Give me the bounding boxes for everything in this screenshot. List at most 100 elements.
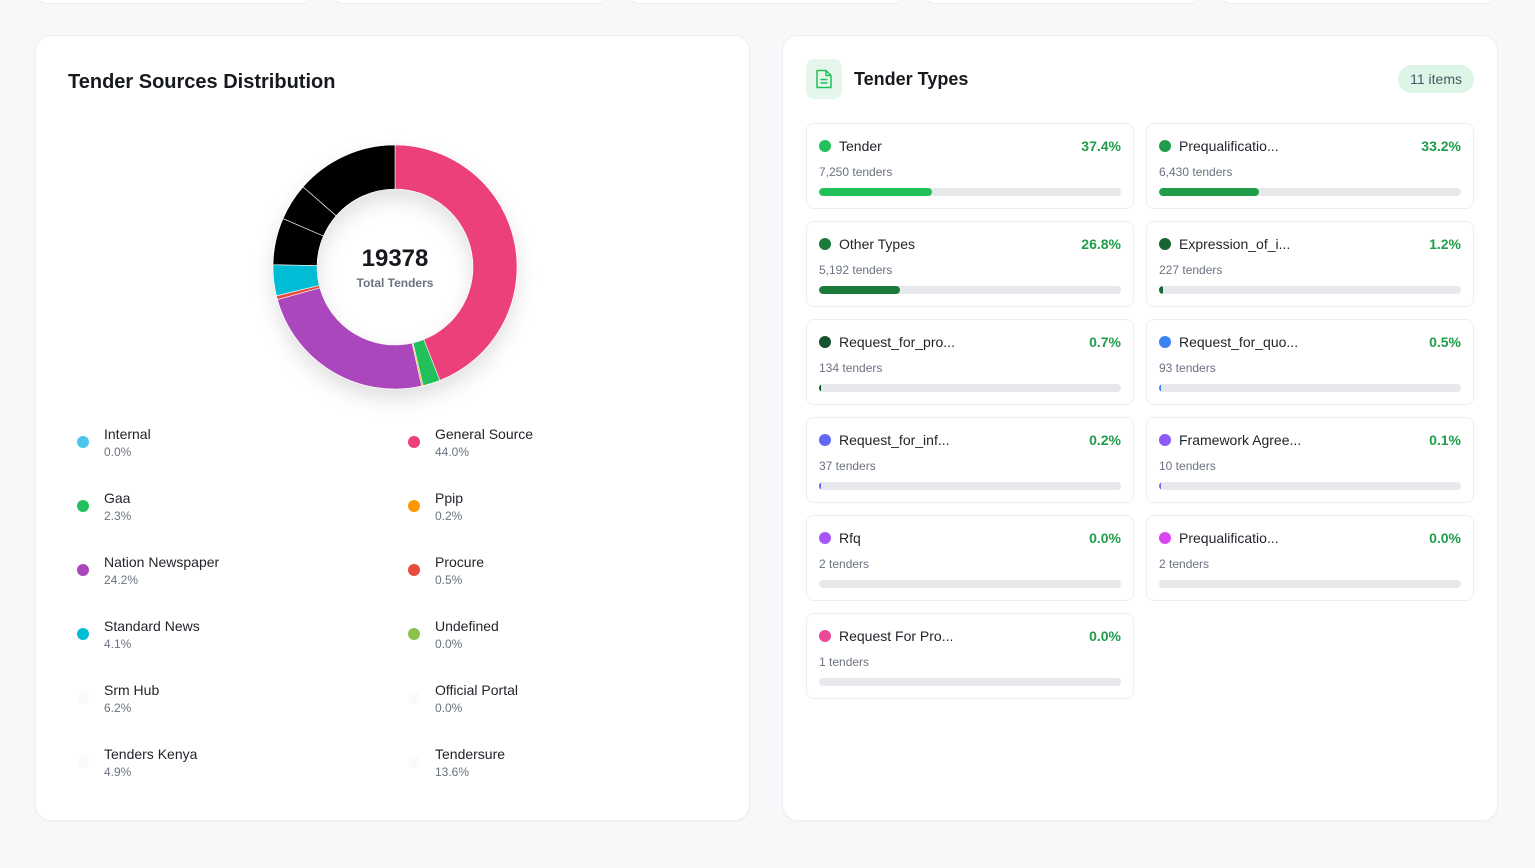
- type-progress-bar: [1159, 384, 1461, 392]
- type-progress-fill: [819, 188, 932, 196]
- donut-slice-general-source[interactable]: [394, 144, 518, 381]
- legend-percentage: 44.0%: [435, 445, 470, 459]
- type-color-dot: [1159, 238, 1171, 250]
- type-count: 37 tenders: [819, 459, 876, 473]
- legend-item[interactable]: Standard News 4.1%: [72, 616, 403, 680]
- type-progress-fill: [1159, 188, 1260, 196]
- type-color-dot: [1159, 532, 1171, 544]
- tender-type-card[interactable]: Request_for_pro... 0.7% 134 tenders: [806, 319, 1134, 405]
- type-count: 134 tenders: [819, 361, 883, 375]
- type-name: Tender: [839, 138, 882, 154]
- type-color-dot: [819, 630, 831, 642]
- legend-label: Srm Hub: [104, 682, 160, 698]
- type-progress-fill: [819, 482, 821, 490]
- tender-type-card[interactable]: Expression_of_i... 1.2% 227 tenders: [1146, 221, 1474, 307]
- donut-slice-tendersure[interactable]: [302, 144, 396, 217]
- legend-item[interactable]: Nation Newspaper 24.2%: [72, 552, 403, 616]
- legend-color-dot: [408, 692, 420, 704]
- legend-item[interactable]: Tendersure 13.6%: [403, 744, 732, 808]
- tender-type-card[interactable]: Prequalificatio... 33.2% 6,430 tenders: [1146, 123, 1474, 209]
- tender-type-card[interactable]: Rfq 0.0% 2 tenders: [806, 515, 1134, 601]
- legend-item[interactable]: General Source 44.0%: [403, 424, 732, 488]
- type-progress-fill: [1159, 286, 1163, 294]
- type-name: Framework Agree...: [1179, 432, 1302, 448]
- document-icon-svg: [816, 69, 832, 89]
- type-progress-bar: [819, 580, 1121, 588]
- type-count: 10 tenders: [1159, 459, 1216, 473]
- legend-item[interactable]: Undefined 0.0%: [403, 616, 732, 680]
- legend-percentage: 4.9%: [104, 765, 132, 779]
- type-name: Request For Pro...: [839, 628, 954, 644]
- legend-label: Procure: [435, 554, 485, 570]
- type-name: Prequalificatio...: [1179, 530, 1279, 546]
- type-progress-fill: [819, 384, 822, 392]
- legend-color-dot: [77, 756, 89, 768]
- type-color-dot: [819, 140, 831, 152]
- type-percentage: 26.8%: [1081, 236, 1121, 252]
- type-percentage: 37.4%: [1081, 138, 1121, 154]
- legend-color-dot: [77, 500, 89, 512]
- donut-center: 19378 Total Tenders: [250, 122, 540, 412]
- type-percentage: 0.0%: [1089, 530, 1121, 546]
- type-percentage: 0.5%: [1429, 334, 1461, 350]
- legend-percentage: 24.2%: [104, 573, 139, 587]
- type-color-dot: [819, 434, 831, 446]
- legend-percentage: 2.3%: [104, 509, 132, 523]
- document-icon: [806, 59, 842, 99]
- sources-legend: Internal 0.0% General Source 44.0% Gaa 2.3% Pp…: [72, 424, 732, 808]
- total-tenders-caption: Total Tenders: [356, 275, 434, 290]
- stat-card: [1219, 0, 1497, 4]
- type-color-dot: [819, 532, 831, 544]
- legend-item[interactable]: Srm Hub 6.2%: [72, 680, 403, 744]
- tender-type-card[interactable]: Other Types 26.8% 5,192 tenders: [806, 221, 1134, 307]
- type-count: 2 tenders: [819, 557, 870, 571]
- legend-item[interactable]: Official Portal 0.0%: [403, 680, 732, 744]
- type-progress-bar: [819, 286, 1121, 294]
- type-name: Prequalificatio...: [1179, 138, 1279, 154]
- legend-item[interactable]: Procure 0.5%: [403, 552, 732, 616]
- tender-type-card[interactable]: Tender 37.4% 7,250 tenders: [806, 123, 1134, 209]
- type-progress-fill: [1159, 384, 1161, 392]
- type-name: Other Types: [839, 236, 916, 252]
- type-name: Request_for_quo...: [1179, 334, 1299, 350]
- legend-color-dot: [408, 500, 420, 512]
- legend-percentage: 0.0%: [435, 701, 463, 715]
- type-progress-bar: [819, 384, 1121, 392]
- legend-color-dot: [77, 628, 89, 640]
- type-percentage: 0.2%: [1089, 432, 1121, 448]
- legend-percentage: 0.5%: [435, 573, 463, 587]
- type-percentage: 33.2%: [1421, 138, 1461, 154]
- tender-type-card[interactable]: Prequalificatio... 0.0% 2 tenders: [1146, 515, 1474, 601]
- legend-percentage: 13.6%: [435, 765, 470, 779]
- legend-item[interactable]: Internal 0.0%: [72, 424, 403, 488]
- type-percentage: 1.2%: [1429, 236, 1461, 252]
- legend-color-dot: [408, 628, 420, 640]
- type-progress-bar: [1159, 580, 1461, 588]
- tender-types-grid: Tender 37.4% 7,250 tenders Prequalificatio.…: [806, 123, 1474, 699]
- type-percentage: 0.0%: [1089, 628, 1121, 644]
- stat-card: [923, 0, 1201, 4]
- tender-type-card[interactable]: Framework Agree... 0.1% 10 tenders: [1146, 417, 1474, 503]
- type-percentage: 0.1%: [1429, 432, 1461, 448]
- total-tenders-value: 19378: [361, 244, 429, 272]
- donut-svg: [272, 144, 518, 390]
- tender-type-card[interactable]: Request For Pro... 0.0% 1 tenders: [806, 613, 1134, 699]
- type-name: Expression_of_i...: [1179, 236, 1291, 252]
- tender-types-card: Tender Types 11 items Tender 37.4% 7,250 t…: [782, 35, 1498, 821]
- legend-item[interactable]: Tenders Kenya 4.9%: [72, 744, 403, 808]
- type-progress-fill: [819, 286, 900, 294]
- legend-label: Internal: [104, 426, 151, 442]
- legend-item[interactable]: Ppip 0.2%: [403, 488, 732, 552]
- type-count: 7,250 tenders: [819, 165, 893, 179]
- type-progress-bar: [1159, 286, 1461, 294]
- type-progress-bar: [819, 678, 1121, 686]
- legend-label: Standard News: [104, 618, 200, 634]
- type-progress-bar: [1159, 188, 1461, 196]
- type-name: Rfq: [839, 530, 861, 546]
- legend-item[interactable]: Gaa 2.3%: [72, 488, 403, 552]
- tender-type-card[interactable]: Request_for_inf... 0.2% 37 tenders: [806, 417, 1134, 503]
- tender-type-card[interactable]: Request_for_quo... 0.5% 93 tenders: [1146, 319, 1474, 405]
- type-progress-bar: [819, 188, 1121, 196]
- type-color-dot: [819, 238, 831, 250]
- legend-percentage: 0.2%: [435, 509, 463, 523]
